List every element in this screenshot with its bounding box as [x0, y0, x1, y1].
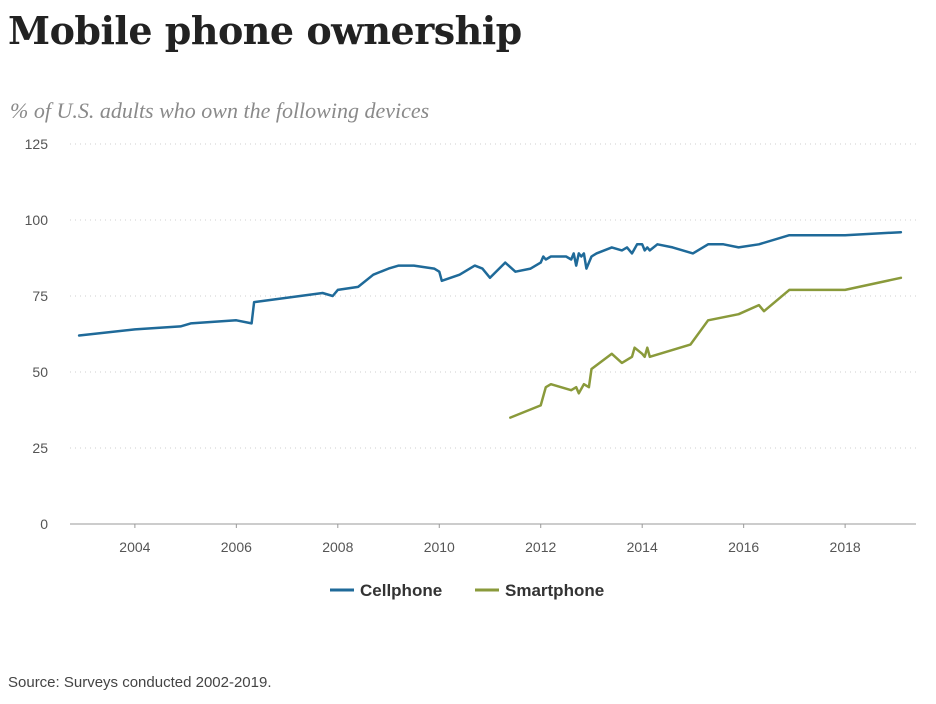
y-tick-label: 75 — [32, 288, 48, 304]
x-tick-label: 2014 — [627, 539, 658, 555]
x-tick-label: 2016 — [728, 539, 759, 555]
x-tick-label: 2004 — [119, 539, 150, 555]
series-lines — [77, 230, 903, 419]
chart-subtitle: % of U.S. adults who own the following d… — [10, 98, 430, 123]
x-tick-label: 2010 — [424, 539, 455, 555]
x-axis-ticks: 2004 2006 2008 2010 2012 2014 2016 2018 — [119, 524, 861, 555]
legend-label-smartphone: Smartphone — [505, 581, 604, 600]
x-tick-label: 2012 — [525, 539, 556, 555]
source-note: Source: Surveys conducted 2002-2019. — [8, 674, 272, 691]
y-tick-label: 50 — [32, 364, 48, 380]
y-tick-label: 0 — [40, 516, 48, 532]
x-tick-label: 2006 — [221, 539, 252, 555]
y-tick-label: 25 — [32, 440, 48, 456]
legend-label-cellphone: Cellphone — [360, 581, 442, 600]
grid-lines — [70, 143, 916, 449]
chart-title: Mobile phone ownership — [8, 8, 522, 53]
legend: Cellphone Smartphone — [330, 581, 604, 600]
series-line-smartphone — [509, 276, 903, 419]
y-axis-ticks: 0 25 50 75 100 125 — [25, 136, 49, 532]
x-tick-label: 2008 — [322, 539, 353, 555]
y-tick-label: 125 — [25, 136, 49, 152]
series-line-cellphone — [77, 230, 903, 337]
y-tick-label: 100 — [25, 212, 49, 228]
x-tick-label: 2018 — [830, 539, 861, 555]
